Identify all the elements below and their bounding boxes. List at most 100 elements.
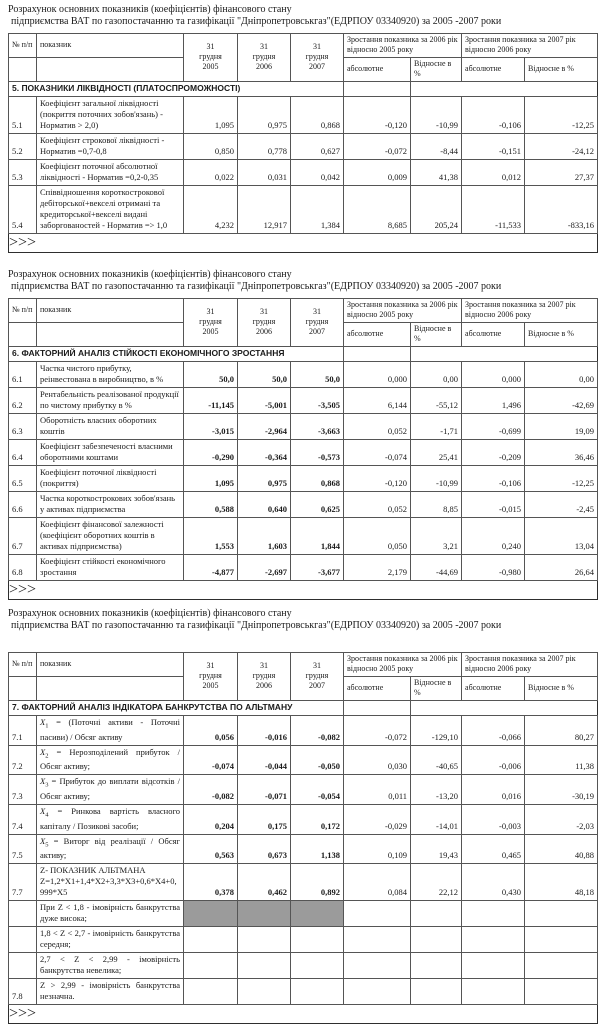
year-value-cell: 1,095 — [183, 465, 238, 492]
growth-value-cell: -0,003 — [461, 804, 526, 835]
empty-cell — [343, 700, 411, 716]
year-value-cell — [237, 900, 291, 928]
indicator-cell: X3 = Прибуток до виплати відсотків / Обс… — [36, 774, 184, 806]
growth-value-cell: 0,430 — [461, 863, 526, 902]
row-number-cell: 6.4 — [8, 439, 37, 466]
col-header-indicator: показник — [36, 33, 184, 58]
growth-value-cell: 0,052 — [343, 491, 411, 518]
growth-value-cell — [343, 900, 411, 928]
year-value-cell: 0,868 — [290, 96, 344, 134]
year-value-cell: 0,042 — [290, 159, 344, 186]
table-row: 6.6 Частка короткострокових зобов'язань у… — [8, 491, 599, 518]
table-row: 7.8 Z > 2,99 - імовірність банкрутства не… — [8, 978, 599, 1006]
header-spacer — [8, 676, 37, 701]
indicator-cell: X4 = Ринкова вартість власного капіталу … — [36, 804, 184, 835]
title-line-1: Розрахунок основних показників (коефіціє… — [8, 608, 292, 619]
table-row: 6.3 Оборотність власних оборотних коштів -… — [8, 413, 599, 440]
document-title: Розрахунок основних показників (коефіціє… — [8, 4, 601, 28]
table-row: 2,7 < Z < 2,99 - імовірність банкрутства… — [8, 952, 599, 980]
indicator-cell: Коефіцієнт загальної ліквідності (покрит… — [36, 96, 184, 134]
growth-value-cell: 3,21 — [409, 517, 463, 555]
indicator-cell: X1 = (Поточні активи - Поточні пасиви) /… — [36, 715, 184, 746]
col-header-relative: Відносне в % — [524, 676, 599, 701]
row-number-cell: 6.1 — [8, 361, 37, 388]
year-value-cell: -4,877 — [183, 554, 238, 581]
col-header-relative: Відносне в % — [409, 57, 463, 82]
growth-value-cell: -0,072 — [343, 133, 411, 160]
year-value-cell: 0,563 — [183, 833, 238, 865]
table-row: 7.3 X3 = Прибуток до виплати відсотків / … — [8, 774, 599, 806]
growth-value-cell: 80,27 — [524, 715, 599, 746]
year-value-cell: 0,673 — [237, 833, 291, 865]
section-altman-block: Розрахунок основних показників (коефіціє… — [8, 608, 601, 1024]
col-header-year: 31 грудня 2007 — [290, 33, 344, 82]
growth-value-cell: -0,699 — [461, 413, 526, 440]
growth-value-cell — [343, 978, 411, 1006]
growth-value-cell — [524, 900, 599, 928]
header-spacer — [36, 676, 184, 701]
document-title: Розрахунок основних показників (коефіціє… — [8, 608, 601, 632]
year-value-cell: 50,0 — [237, 361, 291, 388]
row-number-cell: 7.2 — [8, 744, 37, 776]
year-value-cell: -3,505 — [290, 387, 344, 414]
row-number-cell: 6.5 — [8, 465, 37, 492]
col-header-relative: Відносне в % — [409, 676, 463, 701]
year-value-cell: 0,850 — [183, 133, 238, 160]
col-header-year: 31 грудня 2005 — [183, 652, 238, 701]
growth-value-cell — [409, 926, 463, 954]
indicator-cell: Z- ПОКАЗНИК АЛЬТМАНА Z=1,2*X1+1,4*X2+3,3*… — [36, 863, 184, 902]
growth-value-cell: -2,45 — [524, 491, 599, 518]
growth-value-cell: -8,44 — [409, 133, 463, 160]
growth-value-cell: -129,10 — [409, 715, 463, 746]
indicator-cell: Частка чистого прибутку, реінвестована в… — [36, 361, 184, 388]
growth-value-cell — [461, 926, 526, 954]
col-header-num: № п/п — [8, 298, 37, 323]
year-value-cell: 0,172 — [290, 804, 344, 835]
growth-value-cell: -0,106 — [461, 465, 526, 492]
indicator-cell: 1,8 < Z < 2,7 - імовірність банкрутства … — [36, 926, 184, 954]
growth-value-cell: 19,43 — [409, 833, 463, 865]
section-title: 7. ФАКТОРНИЙ АНАЛІЗ ІНДІКАТОРА БАНКРУТСТ… — [8, 700, 344, 716]
year-value-cell: -2,964 — [237, 413, 291, 440]
year-value-cell: 50,0 — [290, 361, 344, 388]
year-value-cell: -0,016 — [237, 715, 291, 746]
growth-value-cell: 205,24 — [409, 185, 463, 234]
year-value-cell: 0,204 — [183, 804, 238, 835]
year-value-cell: 0,892 — [290, 863, 344, 902]
growth-value-cell: 0,012 — [461, 159, 526, 186]
table-row: 6.5 Коефіцієнт поточної ліквідності (покр… — [8, 465, 599, 492]
indicator-cell: Співвідношення короткострокової дебіторс… — [36, 185, 184, 234]
col-header-num: № п/п — [8, 652, 37, 677]
table-row: При Z < 1,8 - імовірність банкрутства ду… — [8, 900, 599, 928]
year-value-cell: 0,868 — [290, 465, 344, 492]
growth-value-cell: 27,37 — [524, 159, 599, 186]
year-value-cell: -3,015 — [183, 413, 238, 440]
growth-value-cell: -0,209 — [461, 439, 526, 466]
growth-value-cell: -0,015 — [461, 491, 526, 518]
indicator-cell: Частка короткострокових зобов'язань у ак… — [36, 491, 184, 518]
indicator-cell: Оборотність власних оборотних коштів — [36, 413, 184, 440]
growth-value-cell: 0,016 — [461, 774, 526, 806]
growth-value-cell: 48,18 — [524, 863, 599, 902]
growth-value-cell: 0,009 — [343, 159, 411, 186]
table-row: 5.3 Коефіцієнт поточної абсолютної ліквід… — [8, 159, 599, 186]
section-liquidity-block: Розрахунок основних показників (коефіціє… — [8, 4, 601, 253]
growth-value-cell: -0,120 — [343, 465, 411, 492]
year-value-cell — [290, 926, 344, 954]
growth-value-cell: -0,980 — [461, 554, 526, 581]
growth-value-cell: -30,19 — [524, 774, 599, 806]
year-value-cell — [183, 900, 238, 928]
growth-value-cell — [524, 952, 599, 980]
growth-value-cell — [409, 900, 463, 928]
year-value-cell: -0,082 — [290, 715, 344, 746]
year-value-cell: 1,095 — [183, 96, 238, 134]
row-number-cell: 7.3 — [8, 774, 37, 806]
year-value-cell — [237, 978, 291, 1006]
title-line-2: підприємства ВАТ по газопостачанню та га… — [11, 620, 502, 631]
growth-value-cell: 0,011 — [343, 774, 411, 806]
table-row: 6.7 Коефіцієнт фінансової залежності (кое… — [8, 517, 599, 555]
year-value-cell: -0,290 — [183, 439, 238, 466]
growth-value-cell: -1,71 — [409, 413, 463, 440]
growth-value-cell: -0,074 — [343, 439, 411, 466]
year-value-cell: 1,138 — [290, 833, 344, 865]
